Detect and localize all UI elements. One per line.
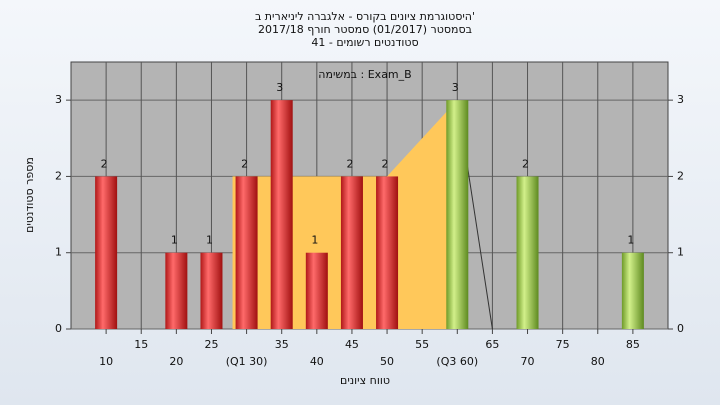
value-label: 1 (206, 234, 213, 247)
x-tick-label: 50 (380, 355, 394, 368)
value-label: 2 (382, 157, 389, 170)
x-tick-label: 15 (134, 338, 148, 351)
x-tick-label: 10 (99, 355, 113, 368)
x-tick-label: 85 (626, 338, 640, 351)
y-tick-label: 0 (55, 322, 62, 335)
x-tick-label: 65 (485, 338, 499, 351)
x-tick-label: 25 (204, 338, 218, 351)
y2-tick-label: 2 (677, 169, 684, 182)
bar (621, 252, 644, 329)
value-label: 2 (241, 157, 248, 170)
value-label: 2 (101, 157, 108, 170)
bar (270, 100, 293, 330)
value-label: 1 (171, 234, 178, 247)
x-tick-label: 80 (591, 355, 605, 368)
x-axis-label: טווח ציונים (340, 374, 390, 387)
x-tick-label: (Q1 30) (226, 355, 268, 368)
y2-tick-label: 1 (677, 246, 684, 259)
x-tick-label: 45 (345, 338, 359, 351)
bar (95, 176, 118, 329)
x-tick-label: 55 (415, 338, 429, 351)
y2-tick-label: 0 (677, 322, 684, 335)
title-line: 41 - סטודנטים רשומים (311, 36, 418, 49)
x-tick-label: (Q3 60) (436, 355, 478, 368)
y2-tick-label: 3 (677, 93, 684, 106)
bar (340, 176, 363, 329)
y-tick-label: 3 (55, 93, 62, 106)
bar (446, 100, 469, 330)
y-tick-label: 2 (55, 169, 62, 182)
bar (165, 252, 188, 329)
bar (376, 176, 399, 329)
x-tick-label: 20 (169, 355, 183, 368)
x-tick-label: 40 (310, 355, 324, 368)
value-label: 3 (276, 81, 283, 94)
value-label: 1 (627, 234, 634, 247)
x-tick-label: 75 (556, 338, 570, 351)
title-line: היסטוגרמת ציונים בקורס - אלגברה ליניארית… (255, 10, 475, 23)
value-label: 2 (522, 157, 529, 170)
y-axis-label: מספר סטודנטים (23, 157, 36, 233)
x-tick-label: 70 (521, 355, 535, 368)
y-tick-label: 1 (55, 246, 62, 259)
x-tick-label: 35 (275, 338, 289, 351)
value-label: 2 (346, 157, 353, 170)
annotation: במשימה : Exam_B (318, 68, 411, 81)
bar (516, 176, 539, 329)
value-label: 3 (452, 81, 459, 94)
bar (200, 252, 223, 329)
title-line: בסמסטר (01/2017) סמסטר חורף 2017/18 (258, 23, 472, 36)
value-label: 1 (311, 234, 318, 247)
bar (235, 176, 258, 329)
bar (305, 252, 328, 329)
